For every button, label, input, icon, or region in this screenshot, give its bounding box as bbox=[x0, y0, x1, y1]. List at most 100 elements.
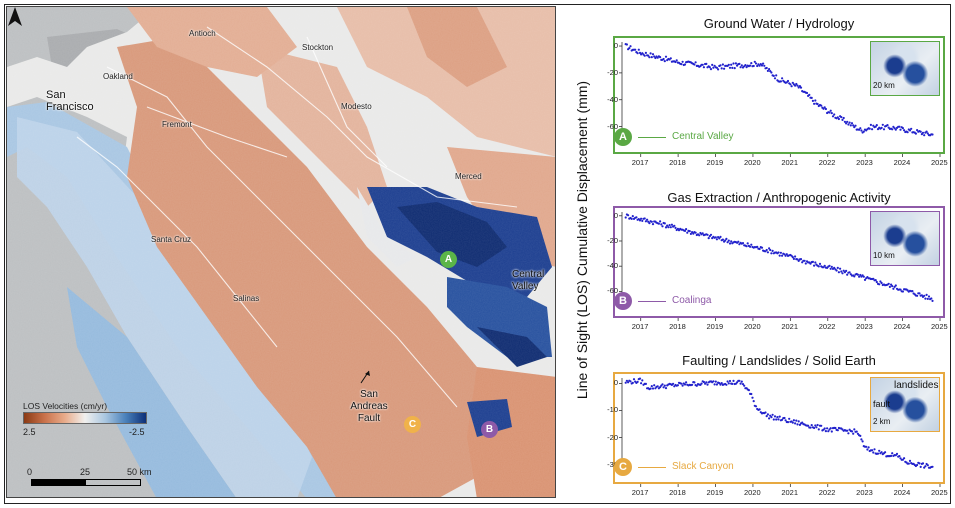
data-point bbox=[752, 400, 755, 403]
data-point bbox=[852, 124, 855, 127]
data-point bbox=[731, 382, 734, 385]
y-tick-label: -40 bbox=[607, 94, 618, 104]
y-tick-label: 0 bbox=[613, 41, 618, 51]
data-point bbox=[814, 99, 817, 102]
data-point bbox=[816, 102, 819, 106]
data-point bbox=[670, 223, 674, 226]
data-point bbox=[758, 64, 761, 67]
data-point bbox=[638, 377, 642, 380]
data-point bbox=[855, 430, 858, 433]
data-point bbox=[659, 56, 662, 59]
data-point bbox=[648, 56, 651, 59]
data-point bbox=[685, 381, 688, 384]
city-label-merced: Merced bbox=[455, 172, 482, 181]
data-point bbox=[736, 381, 739, 384]
data-point bbox=[727, 63, 730, 66]
data-point bbox=[828, 264, 831, 267]
data-point bbox=[781, 254, 784, 257]
data-point bbox=[708, 66, 711, 69]
data-point bbox=[781, 418, 784, 421]
data-point bbox=[817, 265, 820, 268]
inset-scale-label: 20 km bbox=[873, 81, 895, 90]
data-point bbox=[732, 62, 735, 65]
data-point bbox=[845, 122, 848, 125]
data-point bbox=[653, 55, 656, 58]
data-point bbox=[672, 382, 675, 385]
data-point bbox=[756, 64, 759, 68]
data-point bbox=[923, 294, 926, 297]
data-point bbox=[862, 275, 865, 278]
data-point bbox=[662, 386, 665, 389]
data-point bbox=[878, 449, 881, 452]
data-point bbox=[772, 418, 775, 421]
data-point bbox=[827, 430, 830, 433]
site-label: Slack Canyon bbox=[672, 461, 734, 472]
site-leader-line bbox=[638, 301, 666, 302]
data-point bbox=[926, 464, 929, 467]
data-point bbox=[828, 111, 831, 114]
data-point bbox=[664, 226, 668, 229]
data-point bbox=[925, 130, 928, 133]
data-point bbox=[898, 125, 901, 128]
data-point bbox=[723, 67, 726, 70]
data-point bbox=[689, 232, 693, 235]
data-point bbox=[683, 63, 687, 66]
data-point bbox=[918, 292, 921, 295]
data-point bbox=[856, 273, 860, 276]
data-point bbox=[657, 222, 661, 225]
data-point bbox=[887, 282, 890, 285]
data-point bbox=[794, 255, 797, 258]
data-point bbox=[848, 271, 851, 274]
x-tick-label: 2017 bbox=[631, 488, 649, 497]
data-point bbox=[874, 125, 877, 128]
data-point bbox=[688, 230, 691, 233]
data-point bbox=[830, 112, 833, 115]
x-tick-label: 2023 bbox=[856, 488, 873, 497]
data-point bbox=[823, 427, 826, 430]
data-point bbox=[890, 454, 893, 457]
data-point bbox=[778, 254, 781, 257]
x-tick-label: 2018 bbox=[669, 322, 686, 331]
map-canvas bbox=[7, 7, 555, 497]
data-point bbox=[760, 64, 764, 67]
site-marker-b: B bbox=[614, 292, 632, 310]
los-velocity-map: Antioch Stockton Oakland San Francisco F… bbox=[6, 6, 556, 498]
data-point bbox=[923, 134, 926, 137]
inset-scale-label: 2 km bbox=[873, 417, 891, 426]
data-point bbox=[749, 245, 752, 248]
data-point bbox=[836, 116, 839, 119]
x-tick-label: 2020 bbox=[743, 322, 761, 331]
data-point bbox=[706, 233, 709, 236]
data-point bbox=[741, 242, 745, 245]
city-label-fremont: Fremont bbox=[162, 120, 192, 129]
data-point bbox=[711, 63, 714, 66]
data-point bbox=[725, 237, 728, 240]
data-point bbox=[823, 264, 826, 267]
data-point bbox=[829, 109, 832, 112]
data-point bbox=[765, 415, 768, 418]
data-point bbox=[644, 382, 648, 385]
data-point bbox=[916, 463, 919, 467]
city-label-antioch: Antioch bbox=[189, 29, 216, 38]
data-point bbox=[881, 123, 884, 126]
data-point bbox=[796, 258, 799, 261]
data-point bbox=[707, 237, 710, 240]
data-point bbox=[788, 417, 791, 420]
data-point bbox=[683, 229, 687, 232]
data-point bbox=[898, 455, 901, 458]
data-point bbox=[745, 245, 748, 248]
data-point bbox=[805, 91, 809, 95]
data-point bbox=[662, 57, 665, 61]
data-point bbox=[663, 222, 666, 225]
data-point bbox=[839, 267, 842, 270]
data-point bbox=[726, 380, 729, 383]
data-point bbox=[791, 81, 794, 84]
data-point bbox=[669, 226, 672, 229]
x-tick-label: 2024 bbox=[893, 158, 911, 167]
data-point bbox=[824, 430, 828, 433]
data-point bbox=[730, 240, 733, 243]
chart-panel-a bbox=[613, 36, 945, 154]
data-point bbox=[786, 79, 790, 83]
